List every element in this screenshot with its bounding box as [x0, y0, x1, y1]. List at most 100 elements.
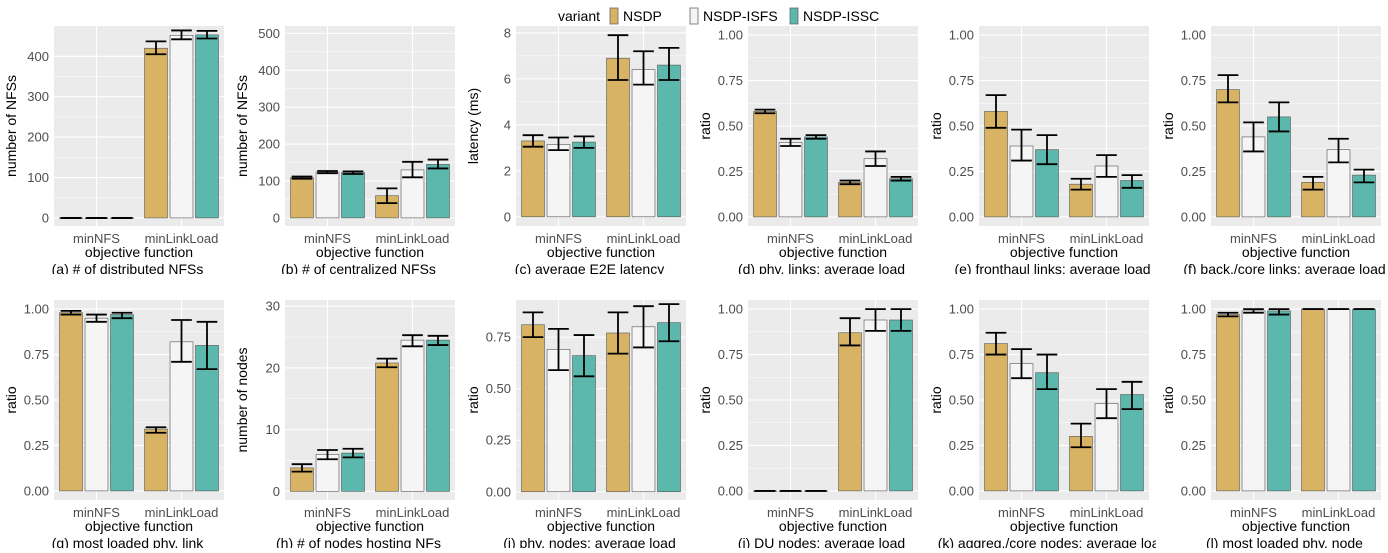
bar-NSDP-ISFS-minNFS: [1009, 363, 1034, 492]
chart-svg: 0.00 0.25 0.50 0.75 1.00 minNFS minLinkLoadobj…: [697, 300, 918, 551]
panel-9: 0.00 0.25 0.50 0.75 1.00 minNFS minLinkLoad obj…: [694, 274, 925, 551]
bar-NSDP-ISSC-minNFS: [110, 314, 134, 492]
y-tick-label: 200: [258, 137, 280, 152]
y-axis-title: ratio: [697, 386, 713, 413]
y-axis-title: ratio: [928, 112, 944, 139]
y-tick-label: 0.00: [718, 483, 743, 498]
x-axis-title: objective function: [1242, 244, 1350, 260]
y-tick-label: 2: [504, 163, 511, 178]
panel-11: 0.00 0.25 0.50 0.75 1.00 minNFS minLinkLoad obj…: [1157, 274, 1388, 551]
panel-caption: (h) # of nodes hosting NFs: [276, 535, 441, 548]
bar-NSDP-minNFS: [984, 343, 1008, 492]
panel-caption: (d) phy. links: average load: [738, 261, 905, 274]
bar-NSDP-ISSC-minNFS: [341, 452, 365, 492]
y-tick-label: 0.50: [24, 393, 49, 408]
y-tick-label: 0.50: [949, 119, 974, 134]
bar-NSDP-ISSC-minLinkLoad: [1352, 308, 1376, 492]
panel-caption: (l) most loaded phy. node: [1206, 535, 1363, 548]
x-axis-title: objective function: [779, 518, 887, 534]
y-tick-label: 0.75: [718, 73, 743, 88]
bar-NSDP-minNFS: [59, 312, 83, 492]
y-axis-title: ratio: [928, 386, 944, 413]
x-axis-title: objective function: [316, 244, 424, 260]
y-tick-label: 0.00: [1181, 483, 1206, 498]
x-tick-label: minLinkLoad: [1302, 231, 1376, 246]
y-axis-title: number of nodes: [234, 347, 250, 452]
legend-items: NSDP NSDP-ISFS NSDP-ISSC: [609, 7, 879, 25]
bar-NSDP-minLinkLoad: [375, 362, 399, 492]
x-axis-title: objective function: [779, 244, 887, 260]
bar-NSDP-ISSC-minLinkLoad: [426, 164, 450, 219]
bar-NSDP-minNFS: [521, 324, 545, 493]
bar-NSDP-minNFS: [290, 177, 314, 219]
y-tick-label: 1.00: [1181, 28, 1206, 43]
y-tick-label: 1.00: [24, 302, 49, 317]
bar-NSDP-ISFS-minLinkLoad: [400, 339, 425, 492]
bar-NSDP-ISFS-minLinkLoad: [1326, 308, 1351, 492]
y-tick-label: 0.25: [949, 164, 974, 179]
y-tick-label: 0.50: [1181, 119, 1206, 134]
panel-caption: (c) average E2E latency: [515, 261, 664, 274]
y-tick-label: 0.75: [1181, 347, 1206, 362]
y-tick-label: 400: [258, 63, 280, 78]
panel-10: 0.00 0.25 0.50 0.75 1.00 minNFS minLinkLoad obj…: [925, 274, 1167, 551]
chart-svg: 0.00 0.25 0.50 0.75 1.00 minNFS minLinkLoadobj…: [928, 300, 1167, 551]
bar-NSDP-ISSC-minNFS: [572, 141, 596, 218]
x-tick-label: minNFS: [304, 505, 351, 520]
y-axis-title: ratio: [3, 386, 19, 413]
panel-caption: (j) DU nodes: average load: [738, 535, 905, 548]
bar-NSDP-ISFS-minNFS: [778, 142, 803, 218]
y-tick-label: 20: [266, 360, 280, 375]
bar-NSDP-ISFS-minNFS: [84, 317, 109, 492]
bar-NSDP-minNFS: [1216, 314, 1240, 492]
bar-NSDP-ISFS-minLinkLoad: [169, 341, 194, 492]
chart-svg: 0.00 0.25 0.50 0.75 minNFS minLinkLoadobjecti…: [465, 300, 686, 551]
bar-NSDP-ISSC-minNFS: [341, 172, 365, 219]
legend-label-0: NSDP: [623, 8, 662, 24]
x-axis-title: objective function: [316, 518, 424, 534]
bar-NSDP-minLinkLoad: [144, 428, 168, 492]
x-axis-title: objective function: [547, 518, 655, 534]
y-tick-label: 0.50: [1181, 393, 1206, 408]
y-tick-label: 0: [273, 484, 280, 499]
panel-3: 0.00 0.25 0.50 0.75 1.00 minNFS minLinkLoad obj…: [694, 0, 925, 277]
bar-NSDP-minLinkLoad: [606, 332, 630, 493]
panel-6: 0.00 0.25 0.50 0.75 1.00 minNFS minLinkLoad obj…: [0, 274, 231, 551]
x-tick-label: minNFS: [304, 231, 351, 246]
y-tick-label: 300: [258, 100, 280, 115]
bar-NSDP-ISSC-minLinkLoad: [195, 34, 219, 219]
bar-NSDP-minNFS: [1216, 89, 1240, 218]
y-tick-label: 0.25: [1181, 438, 1206, 453]
x-tick-label: minNFS: [535, 505, 582, 520]
bar-NSDP-ISSC-minNFS: [1035, 372, 1059, 492]
y-tick-label: 0.00: [486, 484, 511, 499]
x-tick-label: minLinkLoad: [607, 505, 681, 520]
bar-NSDP-minLinkLoad: [606, 57, 630, 218]
bar-NSDP-minLinkLoad: [838, 332, 862, 492]
panel-4: 0.00 0.25 0.50 0.75 1.00 minNFS minLinkLoad obj…: [925, 0, 1156, 277]
chart-svg: 0.00 0.25 0.50 0.75 1.00 minNFS minLinkLoadobj…: [928, 26, 1151, 277]
x-tick-label: minLinkLoad: [1302, 505, 1376, 520]
legend: variant NSDP NSDP-ISFS NSDP-ISSC: [558, 7, 879, 25]
x-axis-title: objective function: [85, 518, 193, 534]
y-tick-label: 0.50: [718, 393, 743, 408]
bar-NSDP-ISSC-minLinkLoad: [657, 64, 681, 218]
panel-2: 0 2 4 6 8 minNFS minLinkLoad objective function…: [462, 0, 693, 277]
y-tick-label: 0.50: [718, 119, 743, 134]
bar-NSDP-ISFS-minLinkLoad: [631, 69, 656, 218]
x-tick-label: minLinkLoad: [1070, 231, 1144, 246]
x-axis-title: objective function: [1242, 518, 1350, 534]
panel-caption: (a) # of distributed NFSs: [52, 261, 204, 274]
y-axis-title: ratio: [697, 112, 713, 139]
x-axis-title: objective function: [1010, 244, 1118, 260]
y-tick-label: 500: [258, 26, 280, 41]
chart-svg: 0.00 0.25 0.50 0.75 1.00 minNFS minLinkLoadobj…: [697, 26, 918, 277]
bar-NSDP-minNFS: [521, 140, 545, 218]
bar-NSDP-ISFS-minNFS: [1241, 310, 1266, 492]
bar-NSDP-ISSC-minLinkLoad: [426, 339, 450, 492]
x-tick-label: minLinkLoad: [839, 505, 913, 520]
x-tick-label: minLinkLoad: [376, 231, 450, 246]
y-tick-label: 1.00: [949, 28, 974, 43]
